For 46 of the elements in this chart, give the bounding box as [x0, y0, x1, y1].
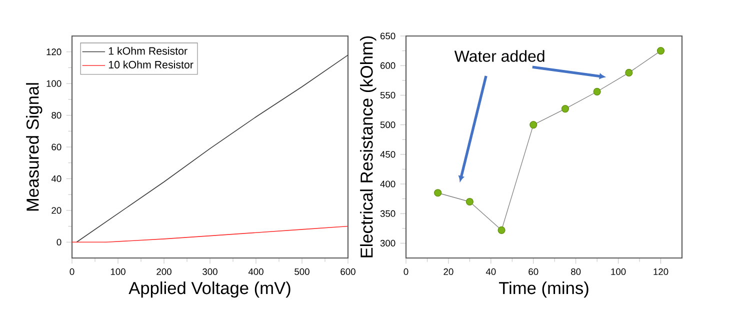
point	[466, 198, 474, 206]
annotation: Water added	[454, 50, 544, 62]
y-tick-label: 20	[52, 207, 62, 214]
y-tick-label: 550	[380, 92, 396, 98]
x-tick-label: 60	[528, 268, 538, 275]
x-tick-label: 80	[571, 268, 581, 275]
y-tick-label: 650	[380, 32, 396, 40]
x-tick-label: 0	[70, 268, 74, 275]
point	[434, 189, 442, 197]
x-tick-label: 100	[611, 268, 626, 275]
y-axis-title: Measured Signal	[26, 83, 42, 211]
y-tick-label: 80	[52, 112, 62, 119]
x-axis-title: Time (mins)	[498, 281, 588, 298]
x-axis-title: Applied Voltage (mV)	[128, 281, 290, 298]
point	[625, 68, 633, 76]
x-tick-label: 300	[202, 268, 218, 275]
x-tick-label: 200	[156, 268, 172, 275]
legend-label: 10 kOhm Resistor	[108, 60, 194, 68]
legend-label: 1 kOhm Resistor	[108, 46, 188, 55]
point	[593, 88, 601, 96]
x-tick-label: 120	[654, 268, 668, 275]
y-tick-label: 400	[380, 180, 396, 188]
y-tick-label: 0	[56, 238, 62, 246]
x-tick-label: 40	[486, 268, 496, 275]
x-tick-label: 600	[340, 268, 356, 275]
y-tick-label: 60	[52, 144, 62, 150]
y-tick-label: 100	[46, 80, 62, 87]
x-tick-label: 400	[248, 268, 264, 275]
y-axis-title: Electrical Resistance (kOhm)	[360, 36, 376, 258]
y-tick-label: 120	[46, 48, 62, 56]
line-series	[72, 226, 348, 243]
y-tick-label: 350	[380, 210, 396, 217]
point	[656, 46, 665, 55]
y-tick-label: 40	[51, 175, 62, 182]
point	[498, 226, 506, 234]
y-tick-label: 500	[380, 122, 396, 128]
y-tick-label: 600	[380, 62, 396, 69]
y-tick-label: 450	[380, 151, 396, 158]
x-tick-label: 100	[110, 268, 126, 275]
point	[530, 120, 538, 129]
x-tick-label: 500	[294, 268, 310, 275]
x-tick-label: 20	[444, 268, 454, 275]
line-series	[76, 54, 348, 243]
y-tick-label: 300	[380, 240, 396, 246]
x-tick-label: 0	[404, 268, 408, 275]
point	[561, 105, 570, 113]
